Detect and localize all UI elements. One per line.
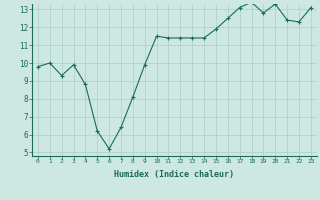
X-axis label: Humidex (Indice chaleur): Humidex (Indice chaleur) (115, 170, 234, 179)
